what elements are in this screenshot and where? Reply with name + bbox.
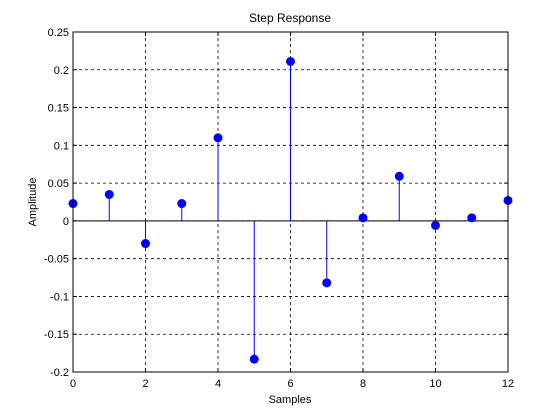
- y-axis-label: Amplitude: [27, 178, 39, 227]
- x-tick-label: 6: [287, 378, 293, 390]
- stem-marker: [358, 213, 368, 223]
- x-tick-label: 2: [142, 378, 148, 390]
- stem-marker: [286, 56, 295, 66]
- axes-box: [72, 31, 509, 373]
- x-tick-label: 0: [70, 378, 76, 390]
- y-tick-label: 0.25: [48, 27, 69, 39]
- stem-marker: [141, 239, 150, 249]
- stem-marker: [322, 278, 332, 288]
- stem-marker: [177, 199, 187, 209]
- x-axis-label: Samples: [269, 394, 312, 406]
- stem-marker: [467, 213, 477, 223]
- y-tick-label: -0.15: [44, 329, 69, 341]
- stem-marker: [394, 171, 404, 181]
- y-tick-label: 0.15: [48, 103, 69, 115]
- y-tick-label: 0.2: [54, 65, 69, 77]
- y-tick-label: 0: [63, 216, 69, 228]
- stem-marker: [431, 220, 440, 230]
- markers: [68, 56, 513, 364]
- y-tick-label: -0.05: [44, 254, 69, 266]
- y-tick-label: 0.05: [48, 178, 69, 190]
- x-tick-label: 8: [360, 378, 366, 390]
- y-tick-label: 0.1: [54, 140, 69, 152]
- stem-marker: [104, 189, 114, 199]
- x-tick-label: 10: [429, 378, 441, 390]
- chart-title: Step Response: [249, 11, 331, 25]
- y-tick-labels: -0.2 -0.15 -0.1 -0.05 0 0.05 0.1 0.15 0.2 0.25: [44, 27, 69, 379]
- x-tick-labels: 0 2 4 6 8 10 12: [70, 378, 514, 390]
- y-tick-label: -0.1: [50, 291, 69, 303]
- x-tick-label: 4: [215, 378, 221, 390]
- stem-marker: [249, 354, 259, 364]
- x-tick-label: 12: [502, 378, 514, 390]
- stem-marker: [213, 133, 223, 143]
- y-tick-label: -0.2: [50, 367, 69, 379]
